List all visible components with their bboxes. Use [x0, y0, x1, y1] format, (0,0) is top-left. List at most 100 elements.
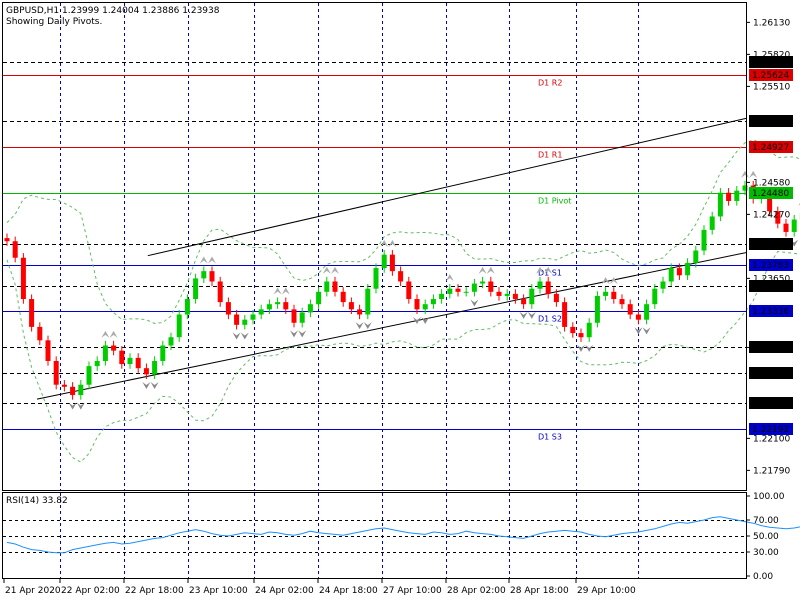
fractal-up-marker	[208, 256, 216, 264]
time-label: 28 Apr 18:00	[510, 586, 569, 596]
candle-body	[135, 357, 141, 369]
fractal-up-marker	[544, 266, 553, 274]
candle-body	[398, 271, 404, 282]
candle-body	[521, 299, 527, 305]
fractal-down-marker	[76, 402, 85, 410]
fractal-up-marker	[331, 266, 339, 274]
fractal-up-marker	[109, 330, 118, 338]
fractal-markers	[68, 170, 800, 410]
candle-body	[512, 293, 518, 300]
candle-body	[439, 293, 445, 300]
pivot-label: D1 R1	[538, 151, 562, 160]
main-panel-border	[2, 2, 747, 491]
fractal-up-marker	[609, 277, 618, 285]
candle-body	[652, 288, 658, 305]
candle-body	[193, 278, 199, 300]
fractal-down-marker	[298, 330, 307, 338]
candle-body	[201, 271, 207, 279]
candle-body	[37, 326, 43, 341]
price-tick-label: 1.25510	[753, 82, 790, 92]
candle-body	[685, 262, 691, 276]
candle-body	[578, 333, 584, 338]
fractal-down-marker	[363, 322, 372, 330]
candle-body	[767, 195, 773, 212]
fractal-down-marker	[232, 332, 241, 340]
fractal-down-marker	[527, 311, 536, 319]
fractal-up-marker	[101, 330, 110, 338]
upper-band	[6, 139, 800, 324]
candle-body	[160, 345, 166, 361]
candle-body	[70, 386, 76, 396]
pivot-label: D1 S2	[538, 315, 562, 324]
price-tick-label: 1.24580	[753, 178, 790, 188]
price-tick-label: 1.21790	[753, 466, 790, 476]
candle-body	[357, 309, 363, 315]
candle-body	[471, 283, 477, 292]
price-tag-text: 1.22981	[752, 343, 789, 353]
candle-body	[693, 250, 699, 263]
fractal-down-marker	[240, 332, 249, 340]
time-axis: 21 Apr 2020 22 Apr 02:00 22 Apr 18:00 23 Ap…	[3, 578, 636, 596]
main-grid	[60, 3, 639, 578]
fractal-down-marker	[142, 382, 151, 390]
pivot-label: D1 R2	[538, 79, 562, 88]
candle-body	[184, 299, 190, 315]
price-tag-text: 1.22441	[752, 399, 789, 409]
rsi-tick-label: 100.00	[753, 492, 785, 502]
candle-body	[734, 190, 740, 201]
candle-body	[644, 304, 650, 320]
candle-body	[488, 281, 494, 292]
symbol-info: GBPUSD,H1 1.23999 1.24004 1.23886 1.2393…	[6, 6, 220, 16]
fractal-up-marker	[322, 266, 331, 274]
candle-body	[176, 314, 182, 338]
price-tag	[749, 367, 793, 379]
fractal-up-marker	[273, 287, 282, 295]
time-label: 24 Apr 18:00	[319, 586, 378, 596]
candle-body	[529, 288, 535, 305]
candle-body	[29, 299, 35, 327]
candle-body	[611, 291, 617, 300]
price-tag-text: 1.23783	[752, 261, 789, 271]
price-tag-text: 1.23336	[752, 307, 789, 317]
candle-body	[783, 223, 789, 232]
candle-body	[496, 291, 502, 296]
fractal-up-marker	[445, 274, 454, 282]
price-tag-text: 1.23581	[752, 282, 789, 292]
price-tag	[749, 423, 793, 435]
fractal-down-marker	[150, 382, 159, 390]
price-channel	[36, 117, 747, 400]
price-tag-text: 1.23986	[752, 240, 789, 250]
candle-body	[545, 281, 551, 294]
fractal-down-marker	[642, 327, 651, 335]
candle-body	[324, 281, 330, 292]
price-tag	[749, 397, 793, 409]
fractal-up-marker	[741, 170, 749, 178]
price-tag	[749, 280, 793, 292]
fractal-up-marker	[536, 266, 544, 274]
candle-body	[53, 360, 59, 385]
candle-body	[94, 360, 100, 367]
candle-body	[422, 304, 428, 310]
candle-body	[45, 340, 51, 361]
fractal-down-marker	[519, 311, 528, 319]
channel-lower-line	[36, 252, 747, 400]
fractal-down-marker	[585, 344, 594, 352]
candle-body	[127, 357, 133, 365]
candle-body	[258, 309, 264, 315]
rsi-tick-label: 70.00	[753, 516, 779, 526]
price-tag	[749, 187, 793, 199]
price-tag	[749, 305, 793, 317]
time-label: 22 Apr 18:00	[125, 586, 184, 596]
candle-body	[742, 185, 748, 191]
candle-body	[250, 314, 256, 320]
price-tick-label: 1.22100	[753, 434, 790, 444]
time-label: 29 Apr 10:00	[577, 586, 636, 596]
candle-body	[553, 293, 559, 303]
time-label: 28 Apr 02:00	[447, 586, 506, 596]
pivot-label: D1 S1	[538, 269, 562, 278]
bands	[6, 139, 800, 463]
candle-body	[660, 281, 666, 289]
price-tag	[749, 115, 793, 127]
candle-body	[717, 192, 723, 217]
candle-body	[332, 281, 338, 292]
